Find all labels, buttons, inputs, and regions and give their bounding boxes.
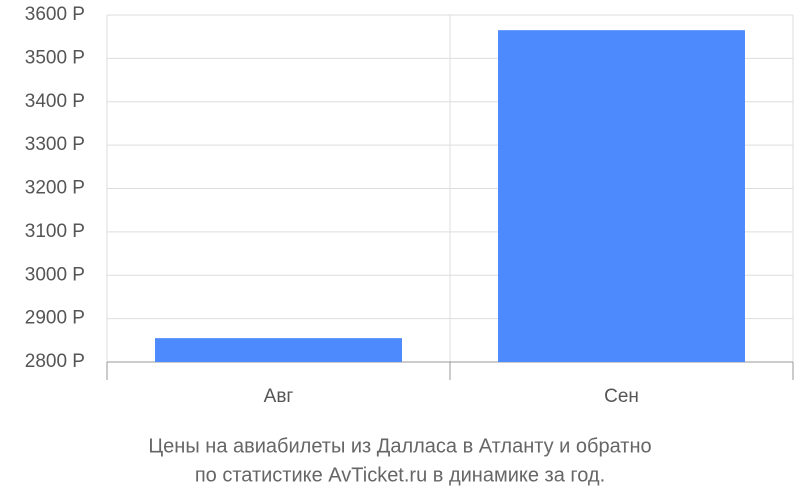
y-tick-label: 3000 Р	[25, 264, 85, 285]
bar	[155, 338, 402, 362]
y-tick-label: 2900 Р	[25, 308, 85, 329]
y-tick-label: 3300 Р	[25, 134, 85, 155]
y-tick-label: 2800 Р	[25, 351, 85, 372]
y-tick-label: 3500 Р	[25, 47, 85, 68]
x-tick-label: Авг	[264, 386, 294, 407]
y-tick-label: 3400 Р	[25, 91, 85, 112]
y-tick-label: 3200 Р	[25, 178, 85, 199]
bar	[498, 30, 745, 363]
y-tick-label: 3100 Р	[25, 221, 85, 242]
y-tick-label: 3600 Р	[25, 4, 85, 25]
chart-title: по статистике AvTicket.ru в динамике за …	[195, 464, 605, 486]
chart-title: Цены на авиабилеты из Далласа в Атланту …	[148, 435, 651, 457]
x-tick-label: Сен	[604, 386, 639, 407]
